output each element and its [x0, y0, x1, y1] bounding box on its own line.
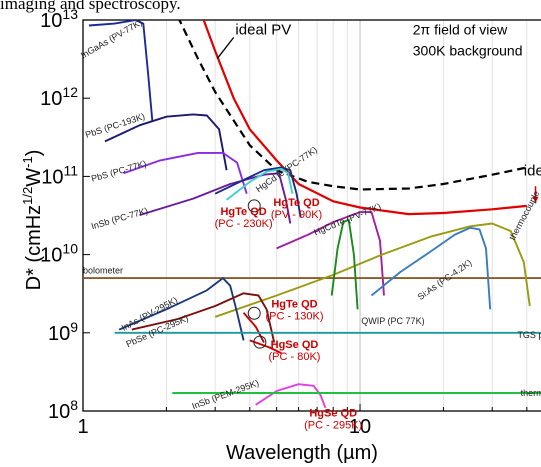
series-label: thermocouple	[507, 189, 541, 242]
series-label: Si:As (PC-4.2K)	[416, 257, 474, 302]
qd-label-detail: (PC - 130K)	[265, 311, 323, 323]
series-pbse-pc-295k	[131, 292, 276, 343]
series-inas-pv-295k	[118, 277, 245, 341]
qd-label-detail: (PV - 90K)	[271, 209, 322, 221]
series-label: bolometer	[83, 266, 123, 276]
series-thermocouple	[214, 222, 531, 318]
series-hgcdte-pv-77k	[276, 211, 385, 296]
qd-label-title: HgTe QD	[220, 206, 266, 218]
series-qwip-pc-77k	[330, 218, 359, 310]
series-insb-pc-77k	[139, 172, 292, 224]
series-label: 300K background	[413, 43, 523, 59]
qd-label-detail: (PC - 295K)	[304, 420, 362, 432]
qd-label-title: HgTe QD	[273, 197, 319, 209]
y-tick-label: 108	[48, 397, 78, 423]
series-hgcdte-pc-77k	[214, 166, 302, 218]
series-hgte-qd-pv-90k	[226, 167, 294, 201]
series-hgte-qd-pc-130k	[242, 312, 265, 344]
series-label: ideal PC	[524, 163, 541, 180]
y-tick-label: 1010	[40, 241, 78, 267]
series-label: InSb (PC-77K)	[90, 206, 149, 232]
qd-marker	[253, 335, 267, 349]
series-ideal-pc	[202, 20, 527, 216]
y-tick-label: 1012	[40, 84, 78, 110]
y-tick-label: 1013	[40, 6, 78, 32]
series-pbs-pc-77k	[123, 151, 248, 194]
series-label: QWIP (PC 77K)	[361, 316, 424, 326]
x-tick-label: 1	[77, 416, 88, 438]
series-label: PbS (PC-77K)	[90, 159, 148, 184]
y-tick-label: 1011	[41, 162, 78, 188]
x-tick-label: 10	[349, 416, 371, 438]
series-label: 2π field of view	[413, 22, 508, 38]
series-label: TGS pyr	[517, 330, 541, 340]
qd-label-detail: (PC - 80K)	[269, 351, 321, 363]
caption-text: imaging and spectroscopy.	[0, 0, 181, 13]
x-axis-label: Wavelength (µm)	[226, 442, 378, 464]
arrowhead	[532, 196, 539, 203]
series-ingaas-pv-77k	[88, 20, 154, 122]
series-insb-pem-295k	[255, 383, 327, 409]
qd-marker	[247, 306, 261, 320]
qd-label-title: HgTe QD	[271, 299, 317, 311]
qd-label-title: HgSe QD	[309, 408, 357, 420]
qd-marker	[247, 199, 261, 213]
plot-frame	[82, 19, 541, 412]
series-hgse-qd-pc-80k	[249, 339, 282, 354]
qd-label-detail: (PC - 230K)	[215, 218, 273, 230]
y-axis-label: D* (cmHz1/2W-1)	[20, 150, 45, 291]
qd-label-title: HgSe QD	[271, 339, 319, 351]
series-label: thermopile	[521, 388, 541, 398]
series-label: ideal PV	[235, 22, 291, 39]
series-pbs-pc-193k	[104, 113, 228, 171]
y-tick-label: 109	[48, 319, 78, 345]
ideal-pv-arrow	[216, 36, 235, 60]
series-group	[83, 20, 541, 409]
series-si-as-pc-4-2k	[370, 226, 492, 310]
